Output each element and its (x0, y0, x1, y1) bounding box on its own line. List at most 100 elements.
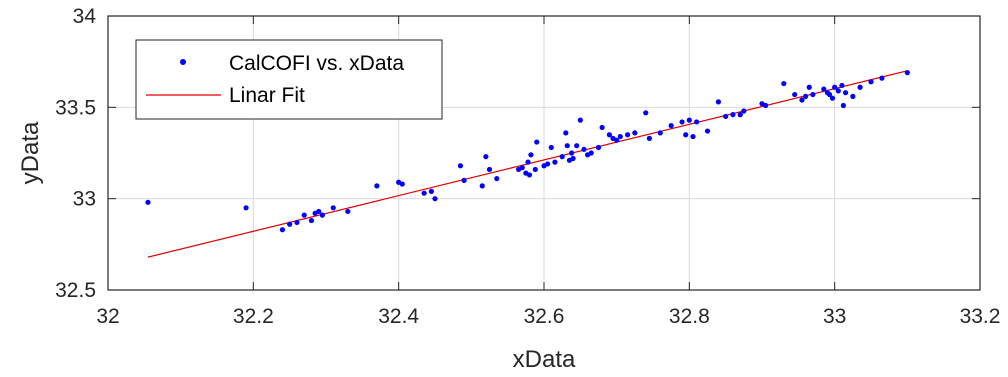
legend: CalCOFI vs. xData Linar Fit (135, 39, 443, 120)
x-tick-label: 32.4 (378, 305, 419, 328)
data-point (715, 99, 722, 105)
data-point (301, 212, 307, 218)
data-point (694, 119, 700, 125)
data-point (569, 150, 575, 156)
data-point (428, 188, 434, 194)
data-point (657, 130, 663, 136)
data-point (534, 139, 540, 145)
data-point (577, 117, 583, 123)
data-point (294, 219, 300, 226)
data-point (810, 91, 816, 98)
data-point (545, 161, 551, 167)
data-point (826, 91, 833, 98)
data-point (799, 97, 805, 103)
data-point (532, 166, 538, 173)
data-point (279, 227, 285, 233)
x-axis-label: xData (513, 346, 576, 373)
data-point (690, 133, 696, 140)
data-point (679, 119, 685, 125)
data-point (563, 130, 569, 136)
y-tick-label: 33.5 (55, 96, 96, 119)
data-point (704, 128, 711, 134)
data-point (399, 181, 405, 187)
data-point (646, 135, 652, 141)
data-point (781, 80, 787, 87)
y-tick-label: 32.5 (55, 279, 96, 302)
data-point (308, 217, 315, 224)
data-point (857, 84, 863, 90)
data-point (421, 190, 427, 196)
data-point (526, 172, 533, 178)
data-point (904, 70, 910, 76)
x-ticks: 32 32.2 32.4 32.6 32.8 33 33.2 (96, 16, 1000, 328)
legend-label-fit: Linar Fit (229, 84, 305, 107)
data-point (461, 177, 467, 183)
y-tick-label: 33 (73, 188, 96, 211)
x-tick-label: 32.8 (669, 305, 710, 328)
data-point (559, 154, 565, 160)
x-tick-label: 32.2 (233, 305, 274, 328)
legend-label-points: CalCOFI vs. xData (229, 52, 404, 75)
data-point (832, 84, 838, 90)
data-point (643, 110, 649, 116)
y-tick-label: 34 (73, 5, 97, 28)
data-point (548, 144, 554, 151)
data-point (588, 150, 594, 156)
data-point (730, 112, 736, 118)
data-point (850, 93, 856, 99)
data-point (483, 154, 489, 160)
data-point (792, 91, 798, 98)
data-point (345, 208, 351, 215)
data-point (763, 102, 769, 109)
x-tick-label: 32.6 (524, 305, 565, 328)
data-point (479, 183, 485, 189)
data-point (528, 152, 534, 158)
data-point (879, 75, 885, 81)
data-point (519, 165, 525, 171)
data-point (741, 108, 747, 114)
data-point (840, 102, 846, 109)
data-point (595, 144, 602, 151)
data-point (835, 88, 841, 94)
data-point (552, 159, 558, 165)
data-point (287, 221, 293, 227)
data-point (821, 86, 827, 92)
data-point (564, 143, 570, 149)
data-point (624, 132, 631, 138)
data-point (686, 117, 692, 123)
data-point (683, 132, 689, 138)
x-tick-label: 33.2 (960, 305, 1001, 328)
data-point (668, 123, 674, 129)
data-point (723, 113, 729, 120)
data-point (525, 159, 531, 165)
data-point (617, 133, 623, 140)
data-point (145, 199, 151, 205)
data-point (581, 146, 587, 152)
data-point (599, 124, 605, 131)
data-point (614, 137, 620, 143)
data-point (606, 132, 613, 138)
data-point (316, 208, 322, 215)
data-point (842, 90, 849, 96)
data-point (839, 82, 845, 89)
data-point (330, 205, 336, 211)
data-point (486, 166, 493, 173)
data-point (829, 95, 836, 101)
x-tick-label: 33 (823, 305, 846, 328)
legend-box (135, 39, 443, 120)
data-point (494, 175, 500, 182)
data-point (737, 112, 743, 118)
legend-marker-points (180, 59, 186, 65)
y-ticks: 32.5 33 33.5 34 (55, 5, 980, 302)
data-point (432, 196, 438, 202)
data-point (243, 205, 249, 211)
data-point (868, 79, 874, 85)
data-point (457, 163, 464, 169)
data-point (806, 84, 812, 90)
data-point (803, 93, 809, 99)
data-point (574, 143, 580, 149)
points-layer (145, 70, 910, 233)
y-axis-label: yData (17, 121, 44, 184)
data-point (374, 183, 380, 189)
